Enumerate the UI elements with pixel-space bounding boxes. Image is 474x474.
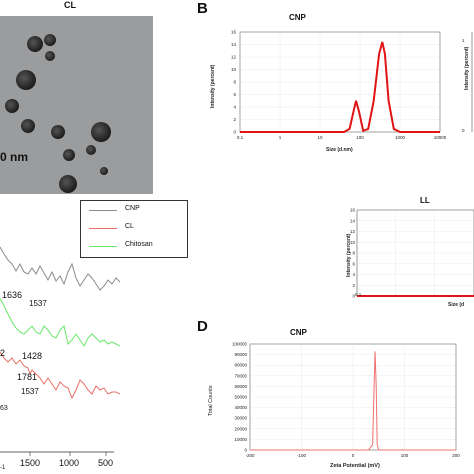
- zeta-ytick: 100000: [232, 342, 248, 347]
- ftir-cnp-line: [0, 246, 120, 291]
- ftir-xtick-1000: 1000: [59, 458, 80, 468]
- ftir-chart: [0, 246, 120, 456]
- dls-cnp-xtick: 0.1: [237, 135, 244, 140]
- particle: [51, 125, 65, 139]
- zeta-xtick: -200: [245, 453, 255, 458]
- dls-cnp-xtick: 10000: [434, 135, 447, 140]
- legend-label-cl: CL: [125, 223, 134, 230]
- particle: [44, 34, 56, 46]
- dls-ll-xlabel: Size (d: [448, 302, 464, 308]
- dls-cnp-ytick: 8: [233, 80, 236, 85]
- zeta-ytick: 20000: [234, 426, 247, 431]
- legend-swatch-chitosan: [89, 246, 117, 247]
- ftir-annotation-2: 2: [0, 348, 6, 358]
- particle: [27, 36, 43, 52]
- ftir-annotation-1636: 1636: [2, 290, 23, 300]
- tem-title: CL: [64, 0, 76, 10]
- zeta-ylabel: Total Counts: [208, 385, 214, 416]
- particle: [63, 149, 75, 161]
- ftir-annotation-63: 63: [0, 405, 8, 412]
- dls-ll-ytick: 14: [350, 218, 356, 223]
- particle: [91, 122, 111, 142]
- legend-swatch-cl: [89, 228, 117, 229]
- dls-ll-ytick: 4: [352, 272, 355, 277]
- dls-cnp-ylabel: Intensity (percent): [210, 64, 216, 108]
- tem-particles: [0, 16, 153, 194]
- dls-ll-ytick: 12: [350, 229, 356, 234]
- ll-xtick: 0.1: [355, 292, 362, 297]
- dls-cnp-ytick: 16: [231, 30, 237, 35]
- dls-cnp-ytick: 12: [231, 55, 237, 60]
- dls-cnp-ytick: 0: [233, 130, 236, 135]
- dls-cnp-xlabel: Size (d.nm): [326, 147, 353, 153]
- ftir-legend: CNP CL Chitosan: [80, 200, 188, 258]
- zeta-ytick: 90000: [234, 352, 247, 357]
- dls-cnp-ytick: 6: [233, 92, 236, 97]
- particle: [100, 167, 108, 175]
- dls-cnp-ytick: 2: [233, 117, 236, 122]
- zeta-title: CNP: [290, 328, 307, 337]
- dls-cnp-xtick: 1000: [395, 135, 406, 140]
- ftir-xtick-1500: 1500: [20, 458, 41, 468]
- panel-letter-b: B: [197, 0, 208, 17]
- particle: [86, 145, 96, 155]
- dls-cnp-ytick: 10: [231, 67, 237, 72]
- dls-ll-ytick: 10: [350, 240, 356, 245]
- zeta-xtick: 100: [401, 453, 409, 458]
- dls-cnp-series: [240, 41, 440, 133]
- dls-ll-ylabel: Intensity (percent): [346, 233, 352, 277]
- scale-bar-label: 0 nm: [0, 150, 29, 164]
- ftir-annotation-1428: 1428: [22, 351, 43, 361]
- particle: [59, 175, 77, 193]
- zeta-ytick: 10000: [234, 437, 247, 442]
- zeta-ytick: 80000: [234, 363, 247, 368]
- particle: [45, 51, 55, 61]
- ftir-annotation-1537a: 1537: [29, 299, 47, 308]
- zeta-ytick: 30000: [234, 416, 247, 421]
- legend-label-chitosan: Chitosan: [125, 241, 153, 248]
- panel-letter-d: D: [197, 318, 208, 335]
- dls-cnp-ytick: 14: [231, 42, 237, 47]
- zeta-ytick: 60000: [234, 384, 247, 389]
- zeta-xtick: 0: [352, 453, 355, 458]
- dls-ll-ytick: 0: [352, 294, 355, 299]
- zeta-ytick: 40000: [234, 405, 247, 410]
- dls-cnp-ytick: 4: [233, 105, 236, 110]
- svg-text:1: 1: [462, 38, 465, 43]
- dls-ll-ytick: 6: [352, 261, 355, 266]
- zeta-series: [250, 351, 456, 451]
- svg-text:0: 0: [462, 128, 465, 133]
- zeta-ytick: 50000: [234, 395, 247, 400]
- ftir-annotation-1781: 1781: [17, 372, 38, 382]
- dls-ll-ytick: 2: [352, 283, 355, 288]
- legend-label-cnp: CNP: [125, 205, 140, 212]
- particle: [16, 70, 36, 90]
- dls-cnp-xtick: 1: [279, 135, 282, 140]
- dls-cnp-title: CNP: [289, 13, 306, 22]
- zeta-xtick: -100: [297, 453, 307, 458]
- zeta-chart: 0 10000 20000 30000 40000 50000 60000 70000 8000…: [208, 342, 460, 470]
- zeta-xtick: 200: [452, 453, 460, 458]
- tem-image: [0, 16, 153, 194]
- ftir-chitosan-line: [0, 297, 120, 347]
- dls-ll-title: LL: [420, 196, 430, 205]
- dls-cnp-xtick: 100: [356, 135, 364, 140]
- zeta-ytick: 0: [244, 448, 247, 453]
- particle: [5, 99, 19, 113]
- particle: [21, 119, 35, 133]
- dls-ll-ytick: 16: [350, 208, 356, 213]
- dls-right-ylabel-partial: Intensity (percent): [464, 46, 470, 90]
- ftir-left-fragment: -1: [0, 465, 6, 471]
- ftir-xtick-500: 500: [98, 458, 114, 468]
- ftir-annotation-1537b: 1537: [21, 387, 39, 396]
- dls-ll-chart: 0 2 4 6 8 10 12 14 16 0.1 Intensity (percent) Si…: [346, 208, 474, 308]
- dls-ll-ytick: 8: [352, 251, 355, 256]
- ftir-cl-line: [0, 351, 120, 400]
- dls-cnp-xtick: 10: [317, 135, 323, 140]
- zeta-ytick: 70000: [234, 373, 247, 378]
- legend-swatch-cnp: [89, 210, 117, 211]
- zeta-xlabel: Zeta Potential (mV): [330, 463, 380, 469]
